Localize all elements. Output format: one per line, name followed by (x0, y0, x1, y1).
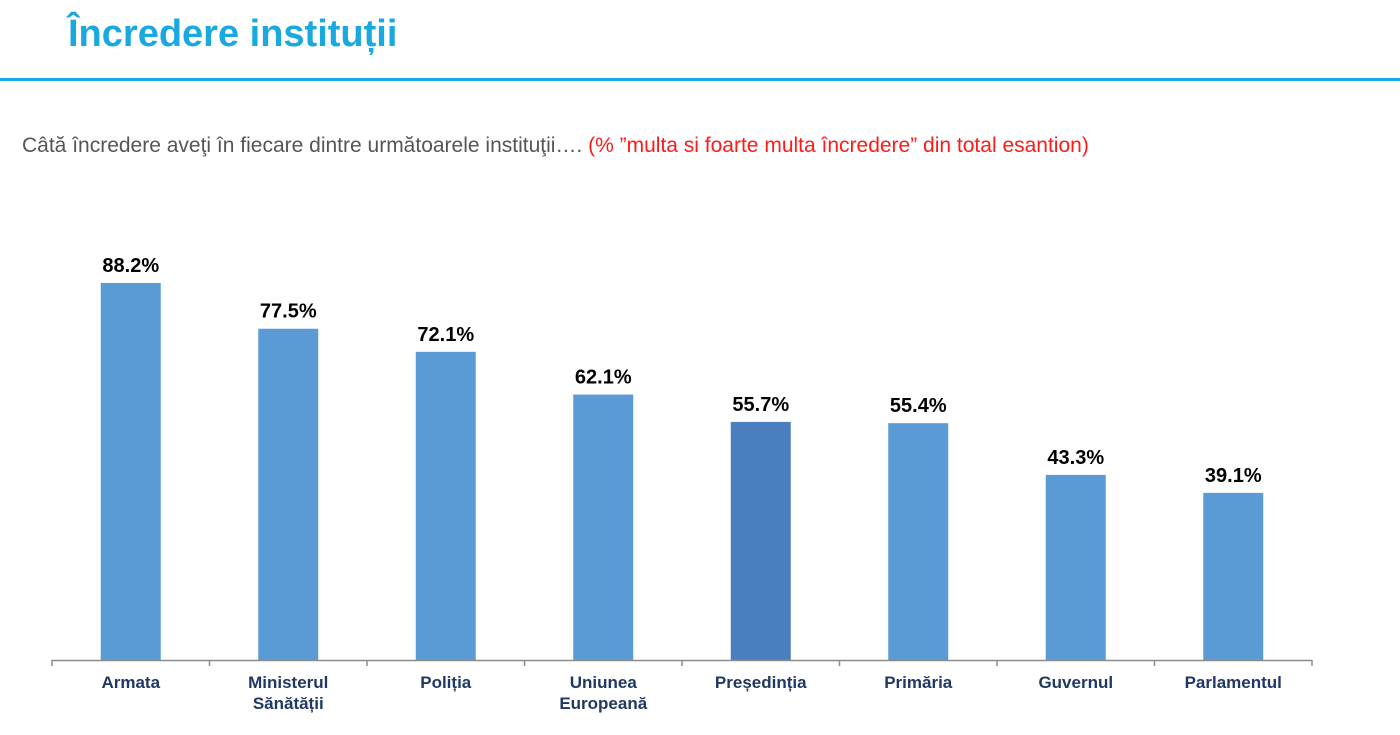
page-title: Încredere instituții (68, 13, 398, 55)
bar (415, 351, 476, 660)
bar (888, 423, 949, 660)
data-label: 72.1% (417, 324, 474, 346)
data-label: 55.4% (890, 395, 947, 417)
data-label: 88.2% (102, 255, 159, 277)
bar (1045, 474, 1106, 660)
category-label: Sănătății (253, 694, 324, 713)
bar (573, 394, 634, 660)
question-hint: (% ”multa si foarte multa încredere” din… (588, 134, 1089, 157)
data-label: 62.1% (575, 367, 632, 389)
question-body: Câtă încredere aveţi în fiecare dintre u… (22, 134, 583, 157)
bar (730, 421, 791, 660)
bar (258, 328, 319, 660)
category-label: Președinția (715, 673, 807, 692)
bar (100, 283, 161, 660)
category-label: Primăria (884, 673, 953, 692)
data-label: 39.1% (1205, 465, 1262, 487)
bar (1203, 492, 1264, 660)
category-label: Parlamentul (1185, 673, 1282, 692)
data-label: 43.3% (1047, 447, 1104, 469)
data-label: 77.5% (260, 301, 317, 323)
category-label: Armata (101, 673, 160, 692)
category-label: Europeană (559, 694, 647, 713)
category-label: Poliția (420, 673, 472, 692)
question-text: Câtă încredere aveţi în fiecare dintre u… (22, 132, 1089, 160)
title-divider (0, 78, 1400, 81)
category-label: Ministerul (248, 673, 328, 692)
category-label: Guvernul (1038, 673, 1113, 692)
data-label: 55.7% (732, 394, 789, 416)
category-label: Uniunea (570, 673, 638, 692)
